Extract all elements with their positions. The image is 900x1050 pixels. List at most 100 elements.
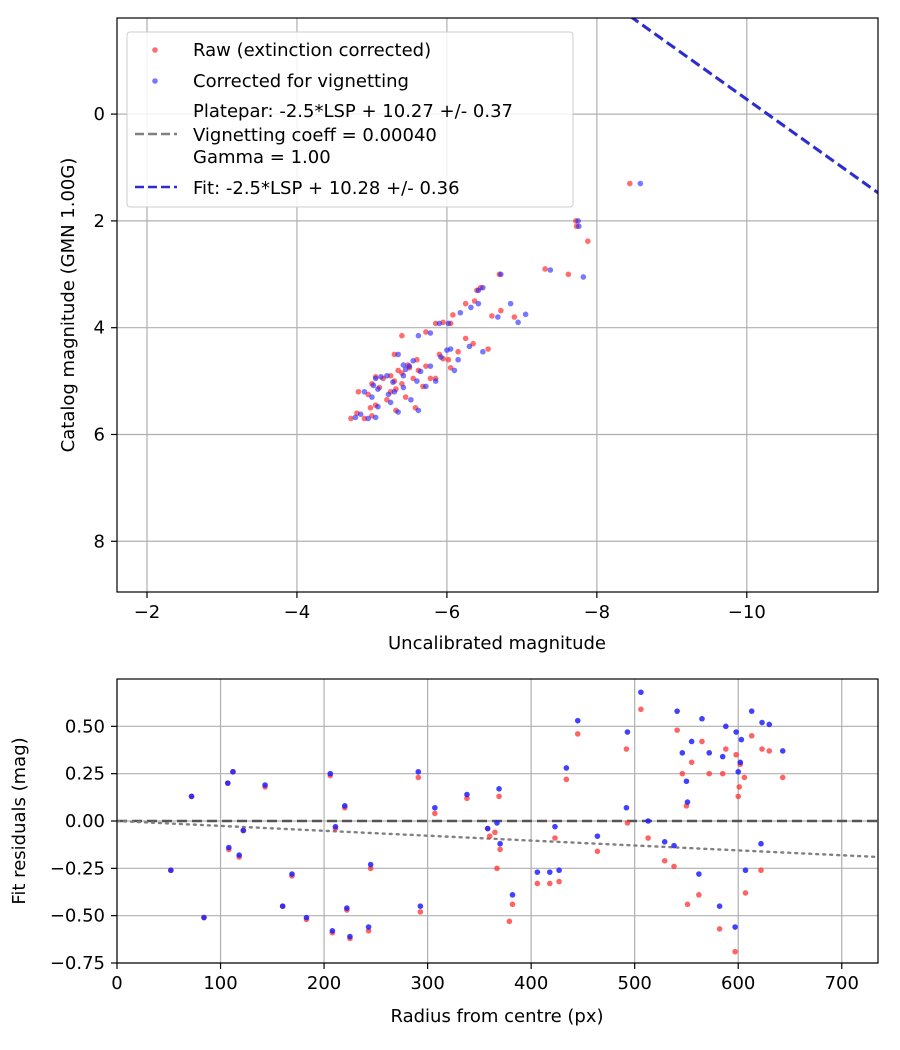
residual-corrected-point (226, 844, 232, 851)
residual-raw-point (415, 774, 422, 781)
bottom-xtick-label: 300 (410, 973, 444, 994)
residual-raw-point (671, 863, 677, 870)
top-ytick-label: 2 (94, 211, 105, 232)
raw-point (489, 313, 495, 319)
raw-point (462, 335, 469, 342)
legend-raw-label: Raw (extinction corrected) (193, 40, 431, 61)
raw-point (627, 180, 633, 187)
top-xtick-label: −10 (728, 602, 766, 623)
residual-corrected-point (719, 753, 726, 760)
residual-corrected-point (484, 825, 491, 832)
legend-gamma-label: Gamma = 1.00 (193, 147, 331, 168)
residual-corrected-point (497, 840, 503, 847)
legend-fit-label: Fit: -2.5*LSP + 10.28 +/- 0.36 (193, 178, 460, 199)
corrected-point (415, 407, 422, 414)
corrected-point (475, 300, 482, 307)
corrected-point (365, 415, 371, 422)
residual-raw-point (733, 751, 739, 758)
bottom-plot: 0 100 200 300 400 500 600 700 −0.75 −0.50 −0.25 0.0… (9, 678, 879, 1027)
corrected-point (391, 388, 398, 395)
top-ticks: −2 −4 −6 −8 −10 0 2 4 6 8 (94, 104, 766, 623)
residual-corrected-point (696, 871, 702, 877)
residual-raw-point (696, 892, 702, 898)
residual-corrected-point (556, 867, 562, 874)
bottom-ytick-label: −0.75 (50, 953, 105, 974)
corrected-point (480, 284, 486, 291)
legend-box (126, 31, 574, 208)
residual-corrected-point (464, 791, 470, 798)
residual-corrected-point (574, 717, 581, 724)
corrected-point (427, 330, 434, 336)
residual-corrected-point (624, 729, 631, 735)
bottom-xtick-label: 400 (514, 973, 548, 994)
raw-point (565, 271, 572, 278)
residual-raw-point (496, 793, 502, 800)
residual-corrected-point (594, 833, 601, 839)
residual-raw-point (735, 793, 742, 800)
raw-point (455, 348, 461, 355)
residual-raw-point (661, 857, 668, 864)
raw-point (399, 332, 405, 339)
bottom-ytick-label: −0.25 (50, 858, 105, 879)
residual-corrected-point (699, 715, 705, 722)
residual-raw-point (506, 918, 513, 925)
residual-corrected-point (674, 708, 680, 714)
top-xtick-label: −2 (134, 602, 161, 623)
residual-raw-point (723, 746, 729, 752)
corrected-point (406, 363, 413, 369)
corrected-point (498, 271, 504, 278)
residual-corrected-point (684, 799, 691, 805)
corrected-point (400, 384, 407, 391)
bottom-ylabel: Fit residuals (mag) (9, 737, 30, 904)
corrected-point (384, 372, 390, 379)
bottom-points (168, 689, 786, 955)
residual-raw-point (688, 759, 695, 766)
corrected-point (515, 319, 521, 326)
residual-corrected-point (509, 892, 516, 898)
residual-corrected-point (759, 719, 765, 726)
corrected-point (415, 332, 422, 339)
corrected-point (455, 356, 461, 363)
residual-raw-point (732, 948, 738, 955)
residual-raw-point (779, 774, 786, 781)
residual-corrected-point (224, 780, 231, 786)
residual-corrected-point (332, 823, 339, 830)
residual-corrected-point (679, 750, 686, 756)
bottom-xtick-label: 600 (721, 973, 755, 994)
corrected-point (352, 414, 359, 421)
bottom-ytick-label: 0.00 (65, 811, 105, 832)
corrected-point (423, 383, 429, 390)
residual-raw-point (509, 901, 516, 908)
residual-corrected-point (563, 765, 570, 771)
residual-corrected-point (534, 869, 541, 875)
residual-raw-point (486, 833, 493, 839)
corrected-point (375, 386, 381, 392)
top-xtick-label: −4 (284, 602, 311, 623)
corrected-point (385, 391, 392, 398)
legend-platepar-label: Platepar: -2.5*LSP + 10.27 +/- 0.37 (193, 101, 513, 122)
residual-corrected-point (738, 736, 745, 743)
raw-point (542, 266, 548, 272)
corrected-point (432, 378, 439, 384)
residual-raw-point (594, 848, 601, 855)
corrected-point (427, 363, 434, 369)
corrected-point (495, 314, 501, 320)
residual-corrected-point (748, 708, 755, 714)
residual-corrected-point (779, 748, 786, 754)
residual-corrected-point (289, 871, 295, 877)
residual-corrected-point (415, 768, 422, 775)
corrected-point (390, 379, 396, 385)
residual-raw-point (742, 890, 749, 896)
residual-corrected-point (367, 861, 374, 868)
residual-corrected-point (638, 689, 644, 696)
residual-corrected-point (737, 759, 744, 766)
raw-point (367, 404, 374, 411)
corrected-point (507, 300, 514, 307)
residual-corrected-point (671, 842, 677, 849)
legend-corrected-label: Corrected for vignetting (193, 71, 409, 92)
top-ytick-label: 0 (94, 104, 105, 125)
residual-corrected-point (341, 803, 348, 809)
vignetting-line (117, 819, 878, 859)
